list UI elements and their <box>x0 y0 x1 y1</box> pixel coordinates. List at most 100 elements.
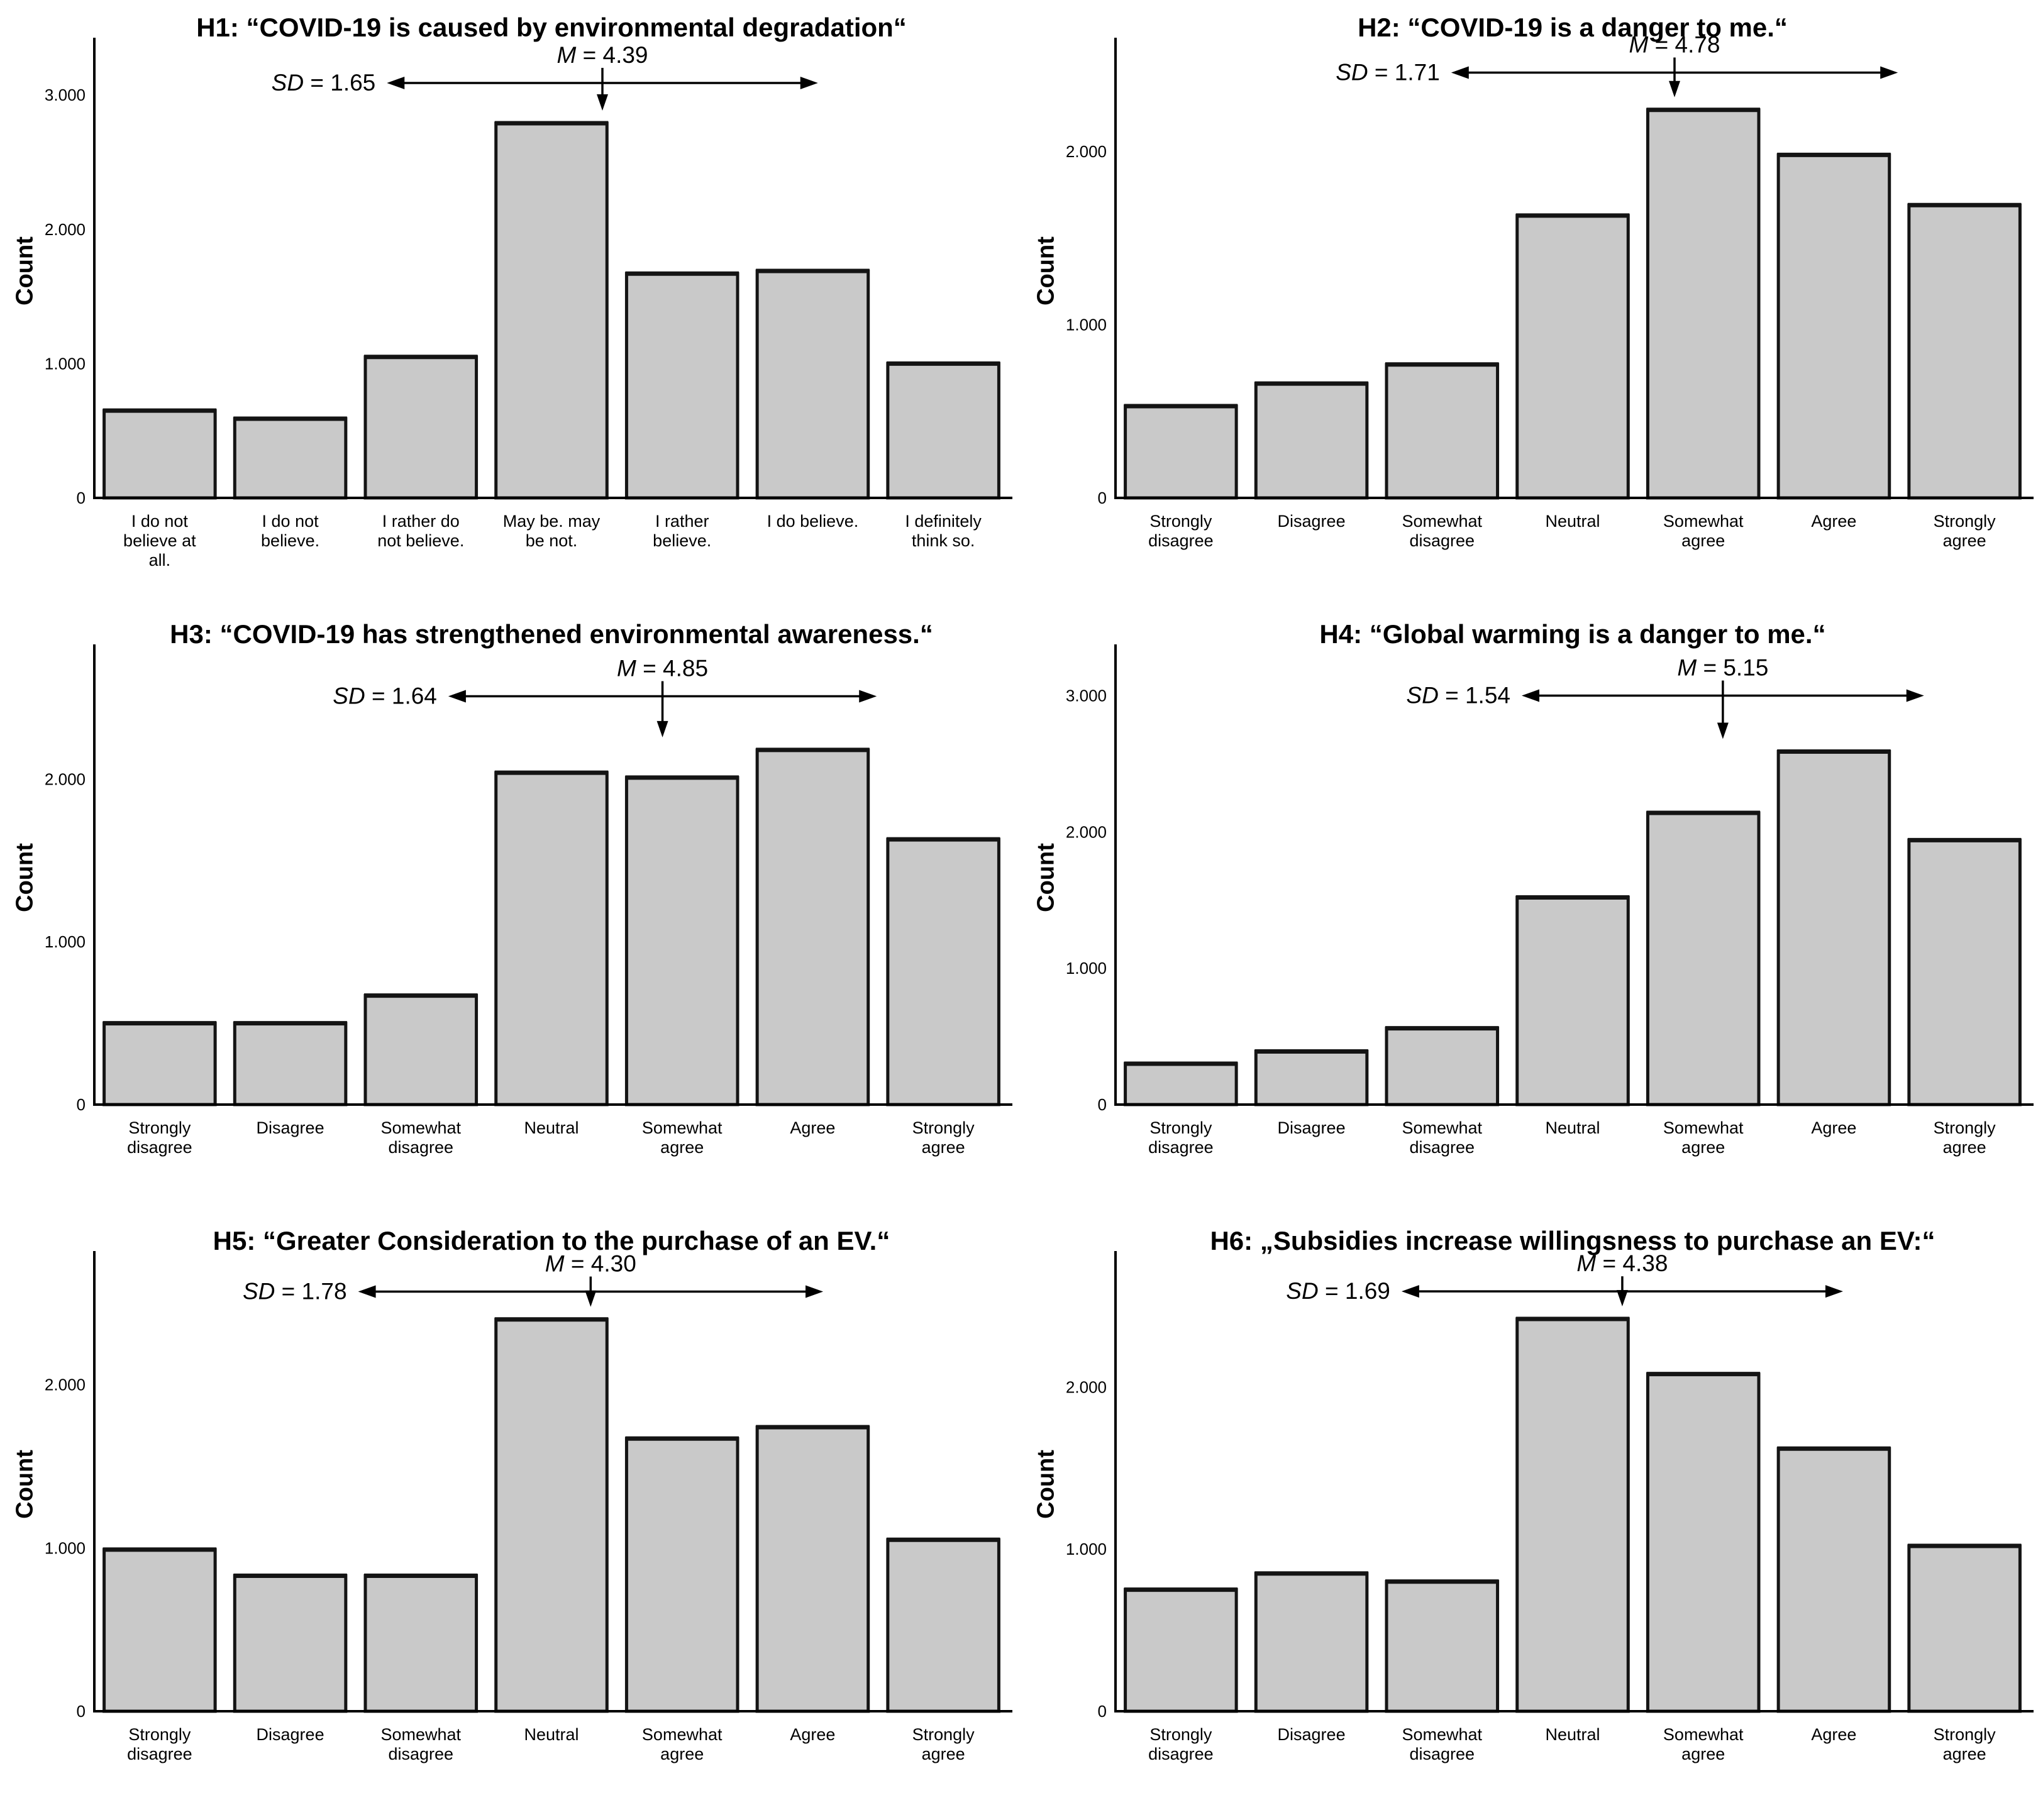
arrowhead-down-icon <box>1669 80 1681 97</box>
mean-label: M = 5.15 <box>1677 655 1768 681</box>
arrowhead-right-icon <box>859 690 877 703</box>
mean-label: M = 4.38 <box>1576 1250 1668 1276</box>
y-tick-label: 1.000 <box>45 354 86 373</box>
arrowhead-left-icon <box>358 1285 376 1298</box>
bar-h4-cat6 <box>1776 749 1891 1106</box>
bar-h4-cat3 <box>1385 1027 1500 1106</box>
arrowhead-right-icon <box>806 1285 824 1298</box>
x-category-label: Strongly disagree <box>127 1725 192 1763</box>
bar-h1-cat4 <box>494 121 609 500</box>
bar-h3-cat5 <box>624 776 739 1106</box>
arrowhead-left-icon <box>387 76 405 89</box>
x-category-label: Somewhat agree <box>1663 512 1744 550</box>
bar-h3-cat7 <box>886 837 1000 1106</box>
mean-label: M = 4.39 <box>557 42 648 68</box>
bar-h2-cat4 <box>1515 214 1630 500</box>
x-category-label: Agree <box>790 1725 835 1744</box>
x-category-label: Neutral <box>1545 512 1600 531</box>
arrowhead-right-icon <box>1825 1285 1843 1298</box>
mean-label: M = 4.78 <box>1629 31 1720 57</box>
x-category-label: I definitely think so. <box>905 512 982 550</box>
sd-label: SD = 1.71 <box>1336 59 1440 85</box>
x-category-label: Neutral <box>524 1725 579 1744</box>
bar-h1-cat2 <box>233 417 348 500</box>
sd-label: SD = 1.64 <box>333 683 437 709</box>
bar-h5-cat5 <box>624 1437 739 1713</box>
x-category-label: I do not believe. <box>261 512 319 550</box>
x-category-label: Neutral <box>1545 1118 1600 1137</box>
bar-h2-cat1 <box>1124 404 1238 500</box>
bar-h2-cat3 <box>1385 363 1500 500</box>
arrowhead-right-icon <box>1906 689 1924 702</box>
y-tick-label: 2.000 <box>45 1376 86 1394</box>
arrowhead-down-icon <box>1717 722 1729 739</box>
arrowhead-down-icon <box>597 94 609 111</box>
chart-canvas-h2: 0 1.000 2.000 Strongly disagree Disagree Somew… <box>1066 31 2034 550</box>
bar-h1-cat3 <box>363 355 479 500</box>
bar-h5-cat6 <box>755 1425 870 1713</box>
x-category-label: Strongly agree <box>1934 512 1996 550</box>
chart-panel-h6: H6: „Subsidies increase willingsness to … <box>1021 1213 2043 1820</box>
bar-h1-cat5 <box>624 272 739 500</box>
chart-panel-h2: H2: “COVID-19 is a danger to me.“ Count … <box>1021 0 2043 607</box>
arrowhead-left-icon <box>1401 1285 1419 1298</box>
chart-canvas-h5: 0 1.000 2.000 Strongly disagree Disagree Somew… <box>45 1251 1012 1763</box>
bar-h6-cat5 <box>1646 1372 1761 1713</box>
bar-h4-cat7 <box>1907 838 2022 1106</box>
y-tick-label: 0 <box>77 1702 86 1721</box>
bar-h6-cat4 <box>1515 1317 1630 1713</box>
bar-h4-cat1 <box>1124 1062 1238 1106</box>
sd-label: SD = 1.65 <box>272 70 376 96</box>
chart-title-h5: H5: “Greater Consideration to the purcha… <box>213 1226 890 1255</box>
bar-h2-cat5 <box>1646 108 1761 500</box>
arrowhead-down-icon <box>585 1290 597 1307</box>
x-category-label: Somewhat disagree <box>1402 1725 1482 1763</box>
bar-h4-cat5 <box>1646 811 1761 1106</box>
y-tick-label: 2.000 <box>45 769 86 788</box>
y-tick-label: 2.000 <box>1066 142 1107 161</box>
y-tick-label: 1.000 <box>1066 1540 1107 1558</box>
bar-h3-cat6 <box>755 748 870 1106</box>
x-category-label: Somewhat disagree <box>1402 1118 1482 1157</box>
y-tick-label: 3.000 <box>45 85 86 104</box>
mean-label: M = 4.30 <box>545 1251 636 1277</box>
x-category-label: May be. may be not. <box>503 512 601 550</box>
x-category-label: Strongly agree <box>912 1118 975 1157</box>
x-category-label: Disagree <box>1278 1725 1346 1744</box>
chart-canvas-h4: 0 1.000 2.000 3.000 Strongly disagree Disagree… <box>1066 644 2034 1157</box>
bar-h1-cat7 <box>886 361 1000 500</box>
mean-label: M = 4.85 <box>617 655 708 681</box>
y-tick-label: 2.000 <box>1066 1377 1107 1396</box>
arrowhead-left-icon <box>1521 689 1539 702</box>
bar-h2-cat6 <box>1776 153 1891 500</box>
bar-h5-cat1 <box>102 1548 217 1713</box>
arrowhead-left-icon <box>1451 66 1469 79</box>
x-category-label: Strongly agree <box>1934 1725 1996 1763</box>
bar-h6-cat6 <box>1776 1447 1891 1713</box>
chart-panel-h5: H5: “Greater Consideration to the purcha… <box>0 1213 1021 1820</box>
y-tick-label: 0 <box>1098 1095 1107 1114</box>
y-tick-label: 0 <box>77 1095 86 1114</box>
arrowhead-right-icon <box>1880 66 1898 79</box>
y-tick-label: 1.000 <box>1066 315 1107 334</box>
bar-h6-cat1 <box>1124 1588 1238 1713</box>
x-category-label: Agree <box>1811 1725 1856 1744</box>
x-category-label: Agree <box>790 1118 835 1137</box>
chart-title-h2: H2: “COVID-19 is a danger to me.“ <box>1358 13 1788 42</box>
bar-h4-cat4 <box>1515 895 1630 1106</box>
bar-h3-cat4 <box>494 771 609 1106</box>
x-category-label: Disagree <box>1278 512 1346 531</box>
x-category-label: Disagree <box>257 1725 324 1744</box>
chart-canvas-h6: 0 1.000 2.000 Strongly disagree Disagree Somew… <box>1066 1250 2034 1763</box>
chart-canvas-h3: 0 1.000 2.000 Strongly disagree Disagree Somew… <box>45 644 1012 1157</box>
x-category-label: Somewhat agree <box>642 1118 723 1157</box>
bar-h2-cat7 <box>1907 203 2022 500</box>
chart-title-h3: H3: “COVID-19 has strengthened environme… <box>170 619 933 649</box>
bar-h3-cat3 <box>363 994 479 1106</box>
x-category-label: Strongly disagree <box>1148 1725 1214 1763</box>
bar-h6-cat3 <box>1385 1580 1500 1713</box>
chart-canvas-h1: 0 1.000 2.000 3.000 I do not believe at all. I … <box>45 38 1012 570</box>
y-tick-label: 1.000 <box>1066 959 1107 978</box>
sd-label: SD = 1.78 <box>243 1279 347 1304</box>
